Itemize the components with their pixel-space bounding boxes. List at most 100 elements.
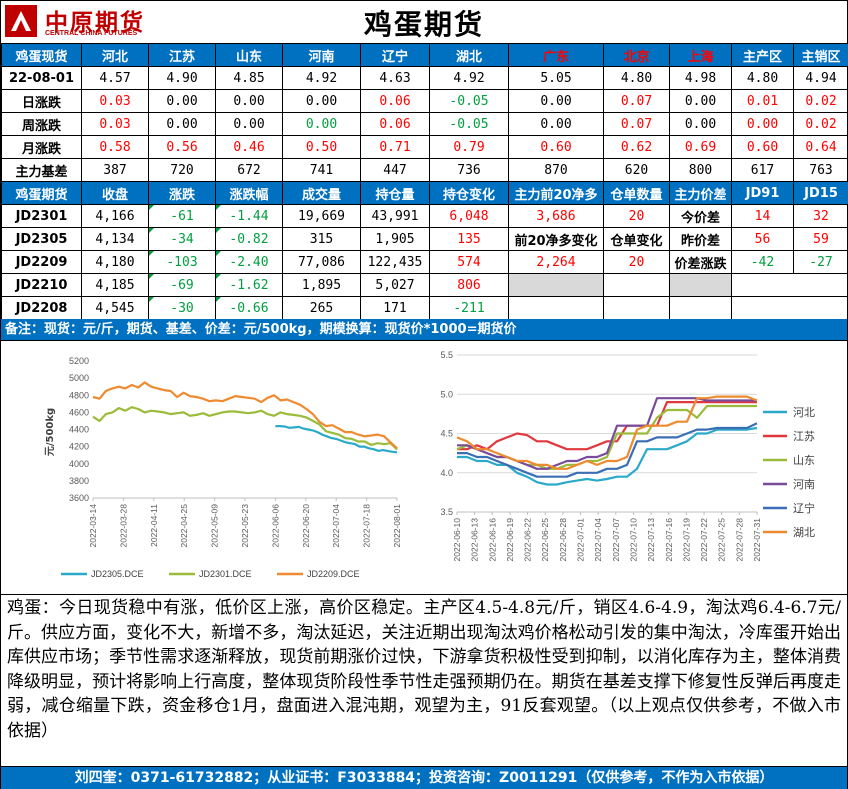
x-tick-label: 2022-08-01 xyxy=(392,504,401,548)
futures-column-header: 仓单数量 xyxy=(603,181,670,205)
warrant-count: 20 xyxy=(603,204,670,228)
spot-corner-header: 鸡蛋现货 xyxy=(1,43,82,67)
spot-value: 4.80 xyxy=(603,66,670,90)
legend-label: 湖北 xyxy=(793,526,815,539)
spot-value: 617 xyxy=(731,158,794,182)
x-tick-label: 2022-07-01 xyxy=(576,518,586,562)
close-price: 4,185 xyxy=(81,273,149,297)
futures-column-header: 鸡蛋期货 xyxy=(1,181,82,205)
spot-value: 0.69 xyxy=(669,135,732,159)
empty-cell xyxy=(731,273,848,297)
volume: 315 xyxy=(282,227,361,251)
spot-value: 800 xyxy=(669,158,732,182)
spot-value: 0.56 xyxy=(148,135,216,159)
spot-value: -0.05 xyxy=(429,89,509,113)
series-line-2 xyxy=(456,404,757,470)
region-header: 河北 xyxy=(81,43,149,67)
spread-label: 昨价差 xyxy=(669,227,732,251)
y-tick-label: 4200 xyxy=(69,442,89,452)
x-tick-label: 2022-07-28 xyxy=(734,518,744,562)
y-axis-label: 元/500kg xyxy=(44,408,56,456)
y-tick-label: 3800 xyxy=(69,476,89,486)
empty-cell xyxy=(603,273,670,297)
contract-code: JD2210 xyxy=(1,273,82,297)
spot-value: 4.80 xyxy=(731,66,794,90)
region-header: 河南 xyxy=(282,43,361,67)
spot-value: 620 xyxy=(603,158,670,182)
spot-value: 447 xyxy=(360,158,430,182)
volume: 77,086 xyxy=(282,250,361,274)
y-tick-label: 4.5 xyxy=(440,429,453,439)
price-change: -61 xyxy=(148,204,216,228)
futures-row: JD2208 4,545 -30 -0.66 265 171 -211 xyxy=(1,296,848,320)
spot-price-table: 鸡蛋现货 河北 江苏 山东 河南 辽宁 湖北 广东 北京 上海 主产区 主销区 22-08-01 4.57… xyxy=(1,43,848,182)
futures-column-header: 主力前20净多 xyxy=(508,181,604,205)
price-change: -103 xyxy=(148,250,216,274)
spot-value: 763 xyxy=(793,158,848,182)
x-tick-label: 2022-06-19 xyxy=(505,518,515,562)
top20-net-long: 3,686 xyxy=(508,204,604,228)
spot-value: 4.63 xyxy=(360,66,430,90)
spot-value: 0.46 xyxy=(215,135,283,159)
percent-change: -0.66 xyxy=(215,296,283,320)
market-commentary: 鸡蛋：今日现货稳中有涨，低价区上涨，高价区稳定。主产区4.5-4.8元/斤，销区… xyxy=(7,598,841,741)
net-long-change: 2,264 xyxy=(508,250,604,274)
spot-value: 0.00 xyxy=(148,112,216,136)
spot-value: 736 xyxy=(429,158,509,182)
spot-value: 672 xyxy=(215,158,283,182)
open-interest: 171 xyxy=(360,296,430,320)
spot-value: 0.60 xyxy=(508,135,604,159)
empty-cell xyxy=(603,296,670,320)
spot-value: 741 xyxy=(282,158,361,182)
spot-value: 0.62 xyxy=(603,135,670,159)
open-interest-change: -211 xyxy=(429,296,509,320)
region-header: 江苏 xyxy=(148,43,216,67)
futures-column-header: 成交量 xyxy=(282,181,361,205)
percent-change: -0.82 xyxy=(215,227,283,251)
spread-jd15: 59 xyxy=(793,227,848,251)
y-tick-label: 5.0 xyxy=(440,389,453,399)
futures-column-header: 涨跌幅 xyxy=(215,181,283,205)
series-line-1 xyxy=(457,400,757,451)
open-interest-change: 806 xyxy=(429,273,509,297)
spot-value: 0.02 xyxy=(793,112,848,136)
y-tick-label: 4000 xyxy=(69,459,89,469)
x-tick-label: 2022-06-22 xyxy=(523,518,533,562)
spot-row: 日涨跌 0.03 0.00 0.00 0.00 0.06 -0.05 0.00 0.07 0.00… xyxy=(1,89,848,113)
close-price: 4,545 xyxy=(81,296,149,320)
legend-label: JD2209.DCE xyxy=(307,569,360,579)
spot-value: 0.07 xyxy=(603,89,670,113)
x-tick-label: 2022-07-07 xyxy=(611,518,621,562)
futures-row: JD2301 4,166 -61 -1.44 19,669 43,991 6,048 3,68… xyxy=(1,204,848,228)
close-price: 4,166 xyxy=(81,204,149,228)
region-header: 辽宁 xyxy=(360,43,430,67)
y-tick-label: 4400 xyxy=(69,425,89,435)
contract-code: JD2208 xyxy=(1,296,82,320)
x-tick-label: 2022-07-10 xyxy=(628,518,638,562)
x-tick-label: 2022-07-22 xyxy=(699,518,709,562)
open-interest-change: 135 xyxy=(429,227,509,251)
warrant-change: 20 xyxy=(603,250,670,274)
spot-row-label: 22-08-01 xyxy=(1,66,82,90)
futures-column-header: 持仓变化 xyxy=(429,181,509,205)
spot-value: 4.98 xyxy=(669,66,732,90)
price-change: -34 xyxy=(148,227,216,251)
spread-jd91: -42 xyxy=(731,250,794,274)
x-tick-label: 2022-06-20 xyxy=(301,504,311,548)
futures-column-header: JD91 xyxy=(731,181,794,205)
x-tick-label: 2022-07-19 xyxy=(681,518,691,562)
region-header: 北京 xyxy=(603,43,670,67)
spot-value: 0.03 xyxy=(81,89,149,113)
spot-value: 0.06 xyxy=(360,112,430,136)
legend-label: JD2305.DCE xyxy=(91,569,144,579)
futures-row: JD2210 4,185 -69 -1.62 1,895 5,027 806 xyxy=(1,273,848,297)
volume: 1,895 xyxy=(282,273,361,297)
region-header: 山东 xyxy=(215,43,283,67)
contract-code: JD2209 xyxy=(1,250,82,274)
x-tick-label: 2022-07-13 xyxy=(646,518,656,562)
open-interest: 43,991 xyxy=(360,204,430,228)
region-header: 主销区 xyxy=(793,43,848,67)
spot-value: 0.00 xyxy=(215,112,283,136)
